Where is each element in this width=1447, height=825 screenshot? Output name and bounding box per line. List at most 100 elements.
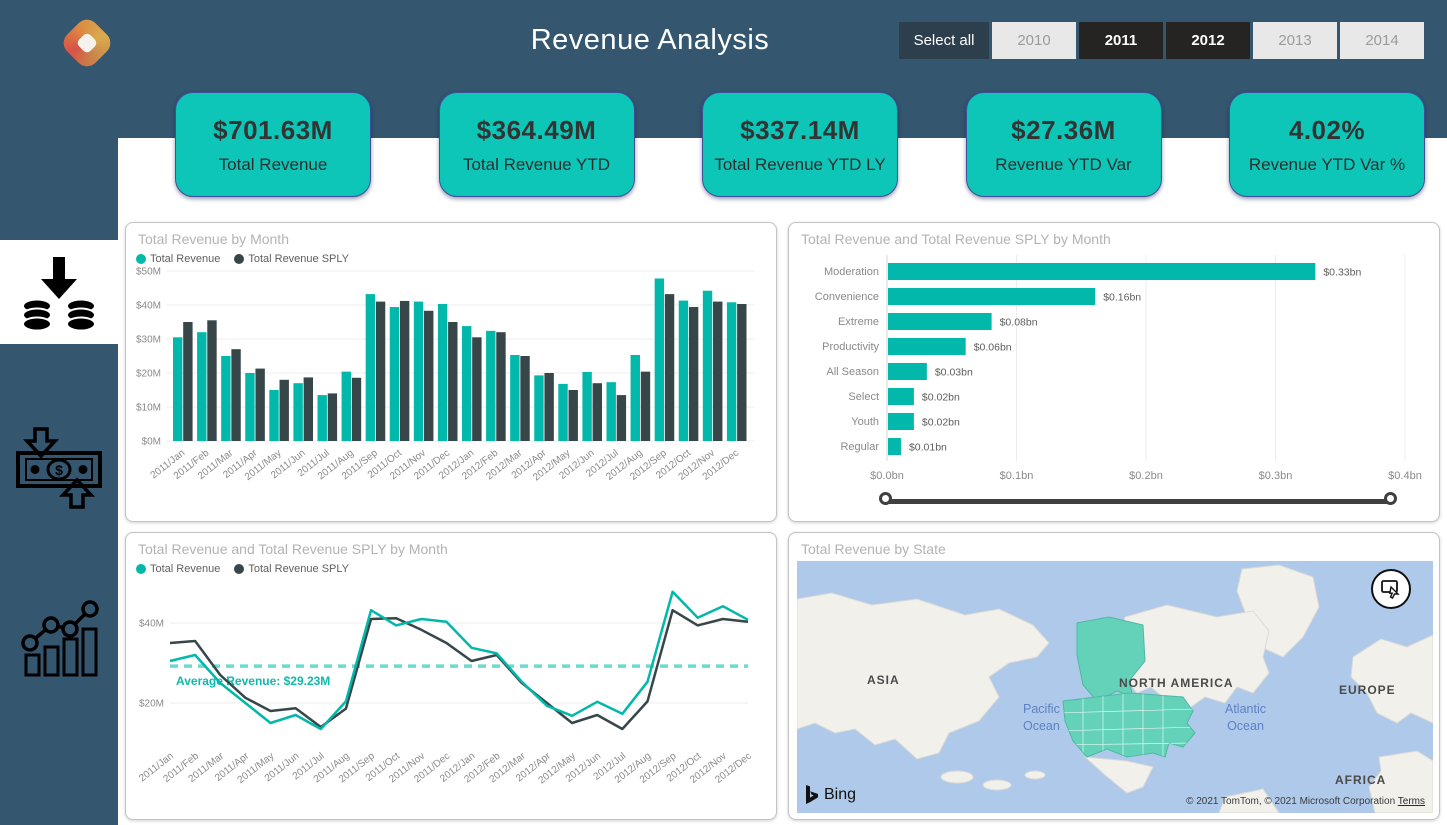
column-total-revenue[interactable] [486, 331, 495, 441]
column-total-revenue[interactable] [631, 355, 640, 441]
column-total-revenue-sply[interactable] [183, 322, 192, 441]
column-total-revenue-sply[interactable] [280, 380, 289, 441]
column-total-revenue[interactable] [245, 373, 254, 441]
column-total-revenue-sply[interactable] [448, 322, 457, 441]
column-total-revenue-sply[interactable] [617, 395, 626, 441]
column-total-revenue-sply[interactable] [400, 301, 409, 441]
map-selection-mode-button[interactable] [1371, 569, 1411, 609]
bar-convenience[interactable] [888, 288, 1095, 305]
legend-dot-total-revenue-sply [234, 254, 244, 264]
category-label: Youth [851, 416, 879, 428]
column-total-revenue[interactable] [197, 332, 206, 441]
line-chart[interactable]: $20M$40MAverage Revenue: $29.23M2011/Jan… [126, 575, 762, 809]
column-total-revenue-sply[interactable] [207, 320, 216, 441]
column-total-revenue-sply[interactable] [593, 383, 602, 441]
terms-link[interactable]: Terms [1398, 796, 1425, 807]
bar-productivity[interactable] [888, 338, 966, 355]
column-total-revenue-sply[interactable] [713, 302, 722, 441]
column-total-revenue-sply[interactable] [352, 378, 361, 441]
bar-select[interactable] [888, 388, 914, 405]
column-total-revenue[interactable] [534, 375, 543, 441]
column-total-revenue-sply[interactable] [569, 390, 578, 441]
column-total-revenue-sply[interactable] [496, 332, 505, 441]
column-total-revenue[interactable] [390, 307, 399, 441]
bar-regular[interactable] [888, 438, 901, 455]
landmass-islands [941, 771, 973, 783]
column-total-revenue-sply[interactable] [472, 337, 481, 441]
kpi-label: Revenue YTD Var [995, 155, 1131, 175]
column-chart[interactable]: $0M$10M$20M$30M$40M$50M2011/Jan2011/Feb2… [126, 265, 762, 511]
kpi-total-revenue[interactable]: $701.63M Total Revenue [175, 92, 371, 197]
column-total-revenue-sply[interactable] [231, 349, 240, 441]
column-total-revenue[interactable] [173, 337, 182, 441]
column-total-revenue-sply[interactable] [328, 393, 337, 441]
column-total-revenue[interactable] [318, 395, 327, 441]
column-total-revenue[interactable] [558, 384, 567, 441]
column-total-revenue[interactable] [462, 326, 471, 441]
column-total-revenue[interactable] [727, 302, 736, 441]
slider-handle-max[interactable] [1384, 492, 1397, 505]
legend-dot-total-revenue-sply [234, 564, 244, 574]
continent-label-north-america: NORTH AMERICA [1119, 676, 1234, 690]
column-total-revenue[interactable] [221, 356, 230, 441]
chart-legend: Total Revenue Total Revenue SPLY [126, 249, 776, 265]
bar-extreme[interactable] [888, 313, 992, 330]
column-total-revenue[interactable] [510, 355, 519, 441]
landmass-islands [1025, 771, 1045, 779]
column-total-revenue-sply[interactable] [255, 369, 264, 441]
bar-value-label: $0.02bn [922, 392, 960, 404]
column-total-revenue-sply[interactable] [424, 311, 433, 441]
kpi-total-revenue-ytd[interactable]: $364.49M Total Revenue YTD [439, 92, 635, 197]
column-total-revenue[interactable] [438, 304, 447, 441]
kpi-label: Total Revenue [219, 155, 328, 175]
year-button-2014[interactable]: 2014 [1340, 22, 1424, 59]
kpi-value: $364.49M [477, 115, 597, 146]
year-button-2010[interactable]: 2010 [992, 22, 1076, 59]
column-total-revenue-sply[interactable] [376, 302, 385, 441]
continent-label-europe: EUROPE [1339, 683, 1396, 697]
kpi-revenue-ytd-var[interactable]: $27.36M Revenue YTD Var [966, 92, 1162, 197]
bar-moderation[interactable] [888, 263, 1315, 280]
column-total-revenue-sply[interactable] [689, 307, 698, 441]
column-total-revenue[interactable] [655, 278, 664, 441]
panel-title: Total Revenue by Month [126, 223, 776, 249]
kpi-value: $27.36M [1011, 115, 1116, 146]
sidebar-item-data-ingestion[interactable] [0, 240, 118, 344]
year-button-2013[interactable]: 2013 [1253, 22, 1337, 59]
bar-youth[interactable] [888, 413, 914, 430]
slider-track[interactable] [887, 499, 1389, 504]
year-button-select-all[interactable]: Select all [899, 22, 989, 59]
range-slider[interactable] [879, 491, 1397, 511]
slider-handle-min[interactable] [879, 492, 892, 505]
column-total-revenue[interactable] [366, 294, 375, 441]
column-total-revenue[interactable] [607, 382, 616, 441]
kpi-total-revenue-ytd-ly[interactable]: $337.14M Total Revenue YTD LY [702, 92, 898, 197]
year-button-2012[interactable]: 2012 [1166, 22, 1250, 59]
legend-dot-total-revenue [136, 564, 146, 574]
y-axis-label: $20M [136, 369, 161, 380]
bing-map[interactable]: ASIA NORTH AMERICA EUROPE AFRICA Pacific… [797, 561, 1433, 813]
sidebar-item-cash-flow[interactable]: $ [0, 416, 118, 520]
sidebar-item-trend-analysis[interactable] [0, 586, 118, 690]
year-button-2011[interactable]: 2011 [1079, 22, 1163, 59]
column-total-revenue[interactable] [293, 383, 302, 441]
column-total-revenue-sply[interactable] [641, 372, 650, 441]
column-total-revenue[interactable] [582, 372, 591, 441]
y-axis-label: $50M [136, 267, 161, 278]
column-total-revenue-sply[interactable] [737, 304, 746, 441]
kpi-label: Total Revenue YTD LY [714, 155, 885, 175]
line-total-revenue[interactable] [170, 592, 748, 729]
column-total-revenue[interactable] [414, 302, 423, 441]
legend-label: Total Revenue SPLY [248, 563, 349, 575]
column-total-revenue-sply[interactable] [304, 377, 313, 441]
horizontal-bar-chart[interactable]: $0.0bn$0.1bn$0.2bn$0.3bn$0.4bnModeration… [797, 249, 1433, 487]
column-total-revenue[interactable] [679, 301, 688, 441]
column-total-revenue-sply[interactable] [665, 294, 674, 441]
column-total-revenue-sply[interactable] [544, 373, 553, 441]
bar-all-season[interactable] [888, 363, 927, 380]
column-total-revenue[interactable] [269, 390, 278, 441]
kpi-revenue-ytd-var-pct[interactable]: 4.02% Revenue YTD Var % [1229, 92, 1425, 197]
column-total-revenue[interactable] [703, 291, 712, 441]
column-total-revenue[interactable] [342, 372, 351, 441]
column-total-revenue-sply[interactable] [520, 356, 529, 441]
